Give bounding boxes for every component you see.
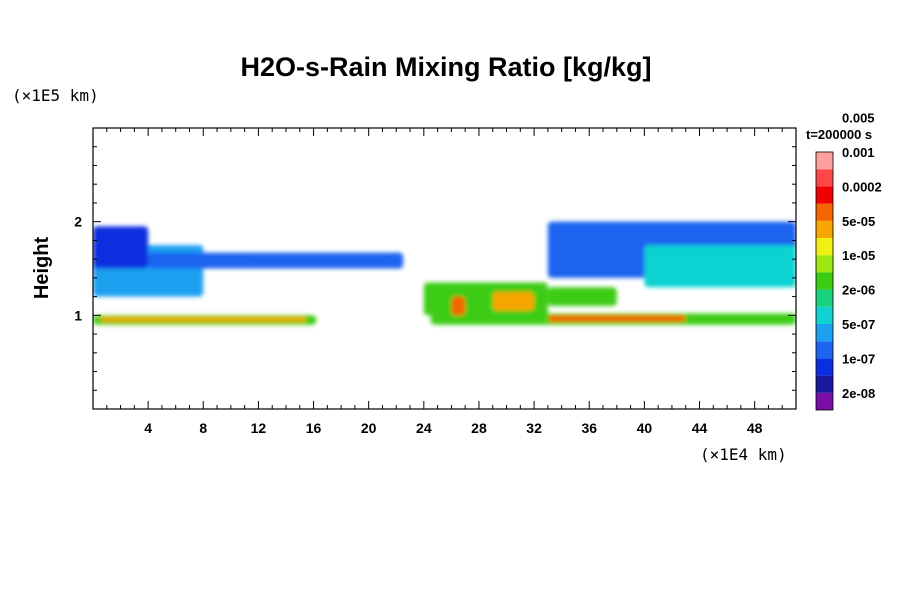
plot-frame (92, 127, 797, 410)
colorbar-label: 5e-05 (842, 214, 875, 229)
colorbar-swatch (816, 169, 833, 187)
field-band (644, 245, 796, 288)
time-label: t=200000 s (806, 127, 872, 142)
colorbar-swatch (816, 324, 833, 342)
x-tick-label: 32 (526, 420, 542, 436)
colorbar-swatch (816, 186, 833, 204)
field-band (148, 252, 404, 269)
field-band (547, 287, 617, 306)
field-band (492, 291, 535, 311)
colorbar-swatch (816, 272, 833, 290)
x-tick-label: 16 (306, 420, 322, 436)
x-tick-labels: 4 8 12 16 20 24 28 32 36 40 44 48 (144, 420, 762, 436)
x-tick-label: 20 (361, 420, 377, 436)
x-tick-label: 4 (144, 420, 152, 436)
colorbar-swatch (816, 238, 833, 256)
field-band (547, 315, 686, 322)
field-band (93, 226, 149, 269)
x-tick-label: 12 (251, 420, 267, 436)
x-tick-label: 8 (199, 420, 207, 436)
colorbar-swatch (816, 289, 833, 307)
colorbar-label: 2e-06 (842, 283, 875, 298)
colorbar-label: 1e-07 (842, 351, 875, 366)
axis-ticks (92, 127, 797, 410)
colorbar (815, 151, 834, 411)
colorbar-swatch (816, 152, 833, 170)
y-axis-label: Height (31, 237, 53, 300)
y-unit-label: (×1E5 km) (12, 86, 99, 105)
field-band (451, 296, 466, 316)
x-tick-label: 48 (747, 420, 763, 436)
colorbar-swatch (816, 203, 833, 221)
y-tick-label: 1 (74, 307, 82, 323)
y-tick-label: 2 (74, 214, 82, 230)
y-tick-labels: 12 (74, 214, 82, 324)
colorbar-frame (815, 151, 834, 411)
x-tick-label: 28 (471, 420, 487, 436)
x-tick-label: 40 (637, 420, 653, 436)
colorbar-label: 5e-07 (842, 317, 875, 332)
colorbar-swatch (816, 255, 833, 273)
colorbar-label: 0.001 (842, 145, 875, 160)
colorbar-label: 1e-05 (842, 248, 875, 263)
chart-title: H2O-s-Rain Mixing Ratio [kg/kg] (240, 52, 651, 82)
colorbar-labels: 2e-08 1e-07 5e-07 2e-06 1e-05 5e-05 0.0002 0.00… (842, 111, 882, 401)
colorbar-swatch (816, 358, 833, 376)
x-unit-label: (×1E4 km) (700, 445, 787, 464)
x-tick-label: 44 (692, 420, 708, 436)
colorbar-swatch (816, 220, 833, 238)
colorbar-swatch (816, 392, 833, 410)
plot-area (93, 221, 796, 325)
x-tick-label: 24 (416, 420, 432, 436)
colorbar-swatch (816, 375, 833, 393)
x-tick-label: 36 (581, 420, 597, 436)
colorbar-label: 0.005 (842, 111, 875, 126)
colorbar-label: 0.0002 (842, 179, 882, 194)
colorbar-swatch (816, 341, 833, 359)
colorbar-swatch (816, 306, 833, 324)
colorbar-label: 2e-08 (842, 386, 875, 401)
field-band (99, 317, 307, 322)
